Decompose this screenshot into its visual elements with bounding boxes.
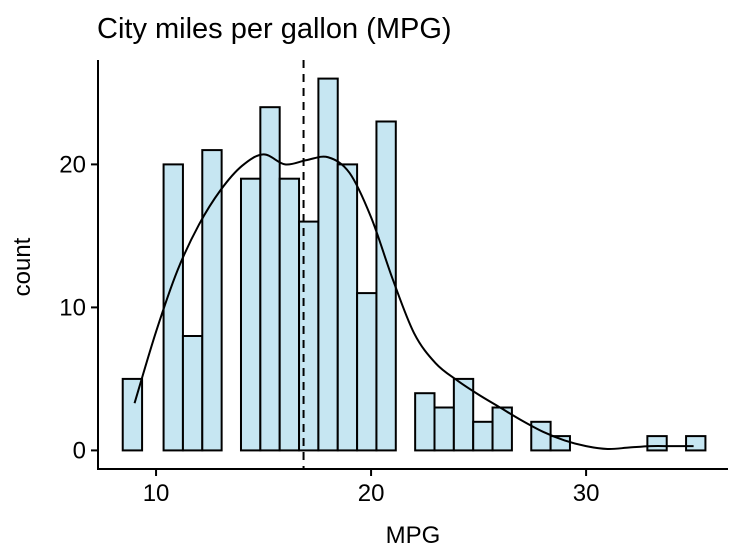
histogram-bar: [181, 335, 204, 452]
chart-title: City miles per gallon (MPG): [97, 13, 452, 45]
x-tick-label: 10: [143, 480, 170, 507]
x-axis-label: MPG: [386, 522, 441, 549]
x-ticks-group: 10 20 30: [143, 469, 600, 507]
y-axis-label: count: [9, 237, 36, 296]
histogram-bar: [646, 435, 668, 452]
y-tick-label: 0: [73, 437, 86, 464]
histogram-bar: [685, 435, 707, 452]
histogram-bar: [259, 106, 281, 452]
bars-group: [121, 77, 707, 452]
x-tick-label: 30: [573, 480, 600, 507]
histogram-bar: [452, 377, 475, 452]
histogram-bar: [201, 149, 223, 452]
histogram-bar: [472, 420, 494, 452]
y-ticks-group: 0 10 20: [59, 151, 98, 464]
histogram-bar: [162, 163, 184, 452]
histogram-bar: [356, 292, 378, 452]
histogram-bar: [530, 420, 552, 452]
histogram-bar: [414, 392, 436, 452]
density-curve: [133, 153, 694, 451]
histogram-bar: [336, 163, 359, 452]
histogram-bar: [375, 120, 397, 452]
x-tick-label: 20: [358, 480, 385, 507]
y-tick-label: 20: [59, 151, 86, 178]
histogram-bar: [239, 177, 262, 452]
histogram-bar: [433, 406, 455, 452]
y-tick-label: 10: [59, 294, 86, 321]
histogram-bar: [491, 406, 513, 452]
histogram-bar: [278, 177, 301, 452]
histogram-bar: [298, 220, 320, 452]
histogram-bar: [317, 77, 339, 452]
